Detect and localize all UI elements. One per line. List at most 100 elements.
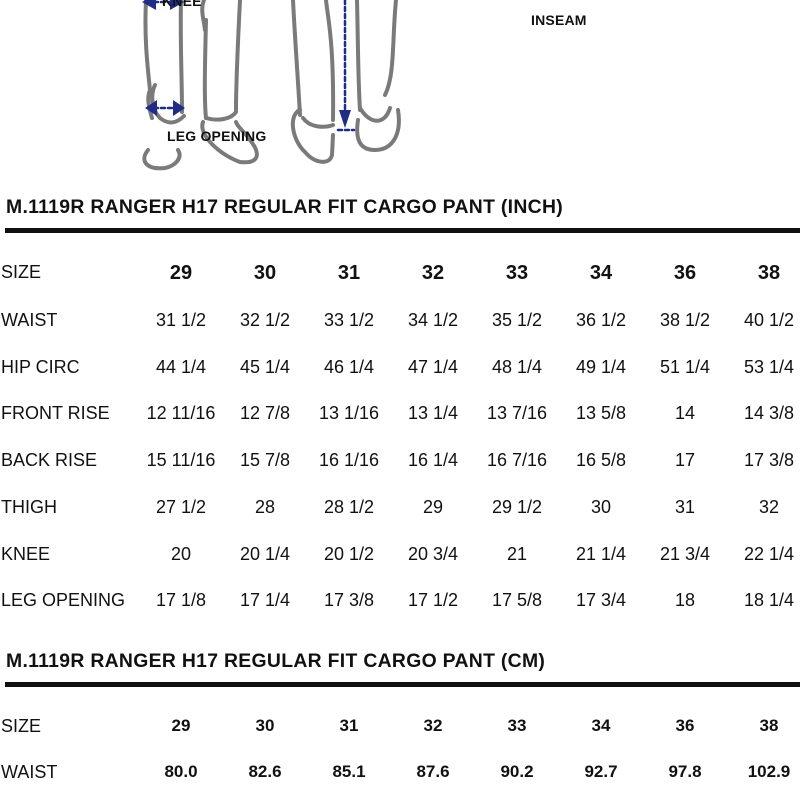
- table-cell: 13 5/8: [575, 403, 627, 423]
- pants-measurement-illustration: [142, 0, 401, 171]
- table-cell: 47 1/4: [407, 357, 459, 377]
- table-cell: 16 1/4: [407, 450, 459, 470]
- table-cell: 33 1/2: [323, 310, 375, 330]
- table-cell: 14: [674, 403, 696, 423]
- table-cell: 17 5/8: [491, 590, 543, 610]
- table-cell: 34: [589, 262, 613, 284]
- table-cell: 33: [505, 262, 529, 284]
- row-header: BACK RISE: [1, 450, 98, 470]
- table-cell: 32: [423, 716, 443, 735]
- row-header: SIZE: [1, 262, 42, 282]
- table-cell: 90.2: [500, 762, 534, 781]
- table-cell: 27 1/2: [155, 497, 207, 517]
- table-cell: 31 1/2: [155, 310, 207, 330]
- table-cell: 45 1/4: [239, 357, 291, 377]
- table-cell: 38 1/2: [659, 310, 711, 330]
- table-cell: 17: [674, 450, 696, 470]
- row-header: FRONT RISE: [1, 403, 110, 423]
- table-row: LEG OPENING 17 1/8 17 1/4 17 3/8 17 1/2 17 5/…: [0, 590, 800, 614]
- table-cell: 21 3/4: [659, 544, 711, 564]
- table-row: FRONT RISE 12 11/16 12 7/8 13 1/16 13 1/4 13 …: [0, 403, 800, 427]
- cm-table-title: M.1119R RANGER H17 REGULAR FIT CARGO PAN…: [6, 651, 546, 672]
- table-cell: 30: [255, 716, 275, 735]
- row-header: THIGH: [1, 497, 57, 517]
- table-cell: 35 1/2: [491, 310, 543, 330]
- table-cell: 28 1/2: [323, 497, 375, 517]
- table-cell: 32: [758, 497, 780, 517]
- table-cell: 28: [254, 497, 276, 517]
- table-cell: 15 11/16: [146, 450, 216, 470]
- table-cell: 102.9: [747, 762, 791, 781]
- table-cell: 16 7/16: [486, 450, 548, 470]
- row-header: KNEE: [1, 544, 51, 564]
- inseam-label: INSEAM: [531, 12, 587, 28]
- table-cell: 51 1/4: [659, 357, 711, 377]
- table-cell: 17 1/4: [239, 590, 291, 610]
- table-cell: 36: [675, 716, 695, 735]
- table-cell: 31: [337, 262, 361, 284]
- leg-opening-label: LEG OPENING: [167, 128, 267, 144]
- row-header: WAIST: [1, 310, 58, 330]
- table-cell: 31: [339, 716, 359, 735]
- table-cell: 29: [422, 497, 444, 517]
- table-cell: 17 1/8: [155, 590, 207, 610]
- table-row: HIP CIRC 44 1/4 45 1/4 46 1/4 47 1/4 48 1/4 49…: [0, 357, 800, 381]
- table-cell: 18 1/4: [743, 590, 795, 610]
- row-header: WAIST: [1, 762, 58, 782]
- table-cell: 17 3/8: [743, 450, 795, 470]
- table-cell: 44 1/4: [155, 357, 207, 377]
- table-cell: 12 7/8: [239, 403, 291, 423]
- table-row: THIGH 27 1/2 28 28 1/2 29 29 1/2 30 31 32: [0, 497, 800, 521]
- table-cell: 53 1/4: [743, 357, 795, 377]
- table-cell: 20 3/4: [407, 544, 459, 564]
- table-cell: 97.8: [668, 762, 702, 781]
- table-cell: 16 1/16: [318, 450, 380, 470]
- table-cell: 40 1/2: [743, 310, 795, 330]
- table-cell: 20 1/4: [239, 544, 291, 564]
- table-cell: 85.1: [332, 762, 366, 781]
- table-cell: 20 1/2: [323, 544, 375, 564]
- table-row: SIZE 29 30 31 32 33 34 36 38: [0, 716, 800, 740]
- table-cell: 29: [171, 716, 191, 735]
- table-cell: 33: [507, 716, 527, 735]
- table-row: WAIST 80.0 82.6 85.1 87.6 90.2 92.7 97.8 102.9: [0, 762, 800, 786]
- table-cell: 31: [674, 497, 696, 517]
- table-cell: 80.0: [164, 762, 198, 781]
- table-cell: 29 1/2: [491, 497, 543, 517]
- table-cell: 12 11/16: [146, 403, 216, 423]
- table-cell: 38: [759, 716, 779, 735]
- row-header: SIZE: [1, 716, 42, 736]
- table-cell: 32: [421, 262, 445, 284]
- table-cell: 15 7/8: [239, 450, 291, 470]
- table-cell: 18: [674, 590, 696, 610]
- table-row: BACK RISE 15 11/16 15 7/8 16 1/16 16 1/4 16 7…: [0, 450, 800, 474]
- table-cell: 29: [169, 262, 193, 284]
- table-cell: 36: [673, 262, 697, 284]
- table-cell: 13 1/16: [318, 403, 380, 423]
- table-cell: 46 1/4: [323, 357, 375, 377]
- divider: [5, 228, 800, 233]
- table-cell: 13 1/4: [407, 403, 459, 423]
- table-cell: 17 1/2: [407, 590, 459, 610]
- table-cell: 36 1/2: [575, 310, 627, 330]
- table-cell: 32 1/2: [239, 310, 291, 330]
- table-cell: 34 1/2: [407, 310, 459, 330]
- table-cell: 38: [757, 262, 781, 284]
- table-cell: 17 3/4: [575, 590, 627, 610]
- table-cell: 17 3/8: [323, 590, 375, 610]
- knee-label: KNEE: [162, 0, 202, 9]
- table-cell: 22 1/4: [743, 544, 795, 564]
- table-cell: 21 1/4: [575, 544, 627, 564]
- table-row: KNEE 20 20 1/4 20 1/2 20 3/4 21 21 1/4 21 3/4 22…: [0, 544, 800, 568]
- table-cell: 16 5/8: [575, 450, 627, 470]
- table-cell: 13 7/16: [486, 403, 548, 423]
- table-cell: 20: [170, 544, 192, 564]
- row-header: LEG OPENING: [1, 590, 126, 610]
- table-cell: 92.7: [584, 762, 618, 781]
- table-cell: 49 1/4: [575, 357, 627, 377]
- table-cell: 30: [590, 497, 612, 517]
- table-cell: 21: [506, 544, 528, 564]
- inch-table-title: M.1119R RANGER H17 REGULAR FIT CARGO PAN…: [6, 197, 564, 218]
- divider: [5, 682, 800, 687]
